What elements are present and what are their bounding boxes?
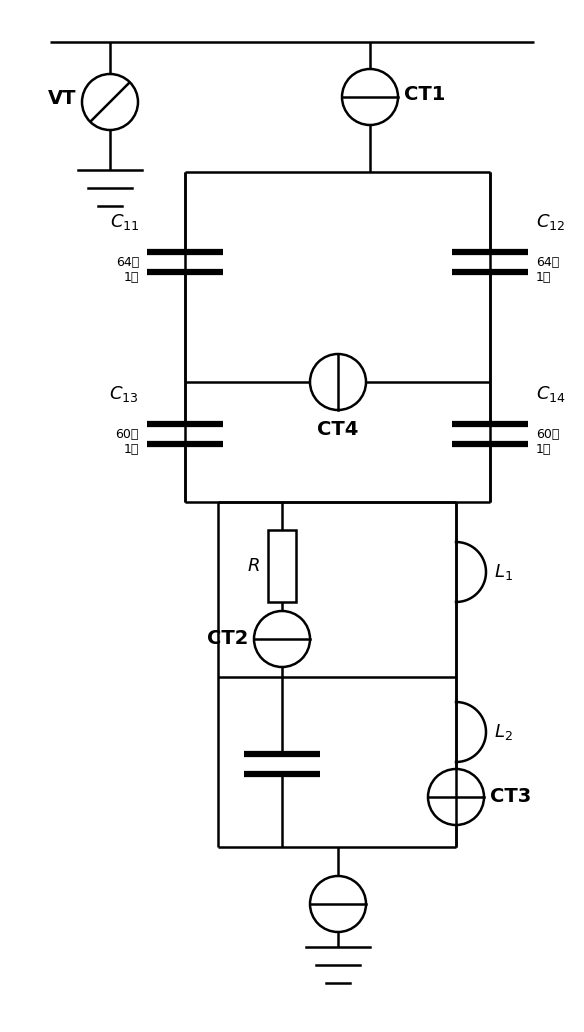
Text: 64串
1并: 64串 1并: [536, 256, 559, 284]
Text: 60串
1并: 60串 1并: [536, 428, 559, 456]
Text: R: R: [248, 557, 260, 575]
Text: $C_{14}$: $C_{14}$: [536, 384, 566, 404]
Text: 64串
1并: 64串 1并: [116, 256, 139, 284]
Text: CT2: CT2: [207, 630, 248, 648]
Text: CT1: CT1: [404, 86, 446, 104]
Text: 60串
1并: 60串 1并: [116, 428, 139, 456]
Bar: [268, 530, 296, 602]
Text: CT4: CT4: [317, 420, 359, 439]
Text: $L_1$: $L_1$: [494, 562, 513, 582]
Text: $C_{13}$: $C_{13}$: [109, 384, 139, 404]
Text: $C_{12}$: $C_{12}$: [536, 212, 565, 232]
Text: $L_2$: $L_2$: [494, 722, 513, 742]
Text: $C_{11}$: $C_{11}$: [110, 212, 139, 232]
Text: CT3: CT3: [490, 787, 531, 806]
Text: VT: VT: [47, 89, 76, 107]
